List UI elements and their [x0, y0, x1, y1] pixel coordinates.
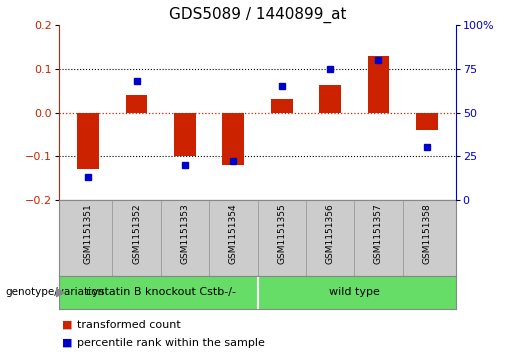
Text: GSM1151351: GSM1151351: [84, 203, 93, 264]
Text: GSM1151355: GSM1151355: [277, 203, 286, 264]
Bar: [319, 85, 341, 113]
Bar: [126, 95, 147, 113]
Title: GDS5089 / 1440899_at: GDS5089 / 1440899_at: [169, 7, 346, 23]
Text: GSM1151353: GSM1151353: [180, 203, 190, 264]
Text: GSM1151356: GSM1151356: [325, 203, 335, 264]
Bar: [77, 113, 99, 169]
Text: genotype/variation: genotype/variation: [5, 287, 104, 297]
Bar: [416, 113, 438, 130]
Bar: [271, 99, 293, 113]
Text: ▶: ▶: [56, 286, 65, 299]
Text: percentile rank within the sample: percentile rank within the sample: [77, 338, 265, 348]
Bar: [174, 113, 196, 156]
Text: ■: ■: [62, 338, 72, 348]
Bar: [368, 56, 389, 113]
Text: GSM1151354: GSM1151354: [229, 203, 238, 264]
Text: cystatin B knockout Cstb-/-: cystatin B knockout Cstb-/-: [86, 287, 236, 297]
Text: GSM1151352: GSM1151352: [132, 203, 141, 264]
Bar: [222, 113, 244, 165]
Text: ■: ■: [62, 320, 72, 330]
Text: GSM1151358: GSM1151358: [422, 203, 431, 264]
Text: transformed count: transformed count: [77, 320, 181, 330]
Text: GSM1151357: GSM1151357: [374, 203, 383, 264]
Text: wild type: wild type: [329, 287, 380, 297]
